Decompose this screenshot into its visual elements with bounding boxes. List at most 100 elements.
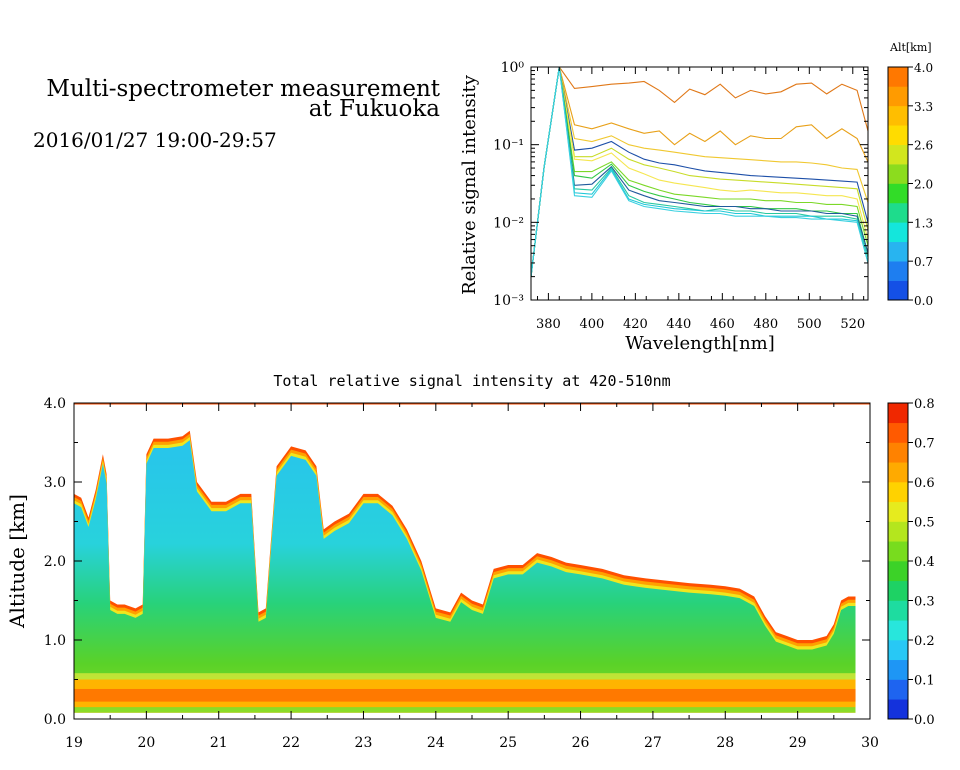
colorbar-swatch xyxy=(888,482,908,503)
colorbar-tick-label: 0.8 xyxy=(914,397,935,412)
curtain-layer-group xyxy=(74,403,870,713)
colorbar-swatch xyxy=(888,261,908,281)
spectrum-colorbar-title: Alt[km] xyxy=(889,41,932,54)
spectrum-series-group xyxy=(531,67,868,277)
colorbar-swatch xyxy=(888,600,908,621)
colorbar-swatch xyxy=(888,183,908,204)
spectrum-series-line-5 xyxy=(531,67,868,277)
spectrum-series-line-1 xyxy=(531,67,868,277)
spectrum-plot-frame xyxy=(530,66,869,301)
colorbar-swatch xyxy=(888,422,908,443)
spectrum-y-tick-label: 10⁰ xyxy=(501,60,525,76)
curtain-y-axis-label: Altitude [km] xyxy=(5,494,29,629)
spectrum-y-axis-label: Relative signal intensity xyxy=(459,74,480,295)
date-range-label: 2016/01/27 19:00-29:57 xyxy=(33,128,277,152)
colorbar-swatch xyxy=(888,541,908,562)
colorbar-swatch xyxy=(888,501,908,522)
curtain-x-tick-label: 27 xyxy=(644,735,662,751)
spectrum-colorbar xyxy=(887,66,909,301)
curtain-y-tick-label: 4.0 xyxy=(44,396,66,412)
colorbar-swatch xyxy=(888,442,908,463)
colorbar-swatch xyxy=(888,462,908,483)
spectrum-x-tick-label: 480 xyxy=(753,317,778,332)
curtain-layer-body xyxy=(74,440,856,713)
curtain-y-tick-label: 1.0 xyxy=(44,633,66,649)
spectrum-x-tick-label: 440 xyxy=(666,317,691,332)
curtain-x-tick-label: 25 xyxy=(499,735,517,751)
curtain-x-tick-label: 19 xyxy=(65,735,83,751)
spectrum-x-tick-label: 380 xyxy=(536,317,561,332)
curtain-x-tick-label: 29 xyxy=(789,735,807,751)
curtain-x-tick-label: 20 xyxy=(137,735,155,751)
colorbar-swatch xyxy=(888,403,908,424)
colorbar-swatch xyxy=(888,86,908,107)
figure-title-line1: Multi-spectrometer measurement xyxy=(46,76,440,102)
curtain-y-tick-label: 0.0 xyxy=(44,712,66,728)
curtain-y-tick-label: 3.0 xyxy=(44,475,66,491)
colorbar-tick-label: 0.2 xyxy=(914,634,935,649)
colorbar-tick-label: 2.0 xyxy=(914,178,933,192)
colorbar-swatch xyxy=(888,659,908,680)
curtain-x-tick-label: 23 xyxy=(355,735,373,751)
colorbar-swatch xyxy=(888,620,908,641)
curtain-x-tick-label: 28 xyxy=(716,735,734,751)
curtain-y-tick-label: 2.0 xyxy=(44,554,66,570)
colorbar-tick-label: 0.7 xyxy=(914,255,933,269)
spectrum-y-tick-label: 10⁻¹ xyxy=(493,138,524,154)
curtain-colorbar-ticks: 0.0 0.1 0.2 0.3 0.4 0.5 0.6 0.7 0.8 xyxy=(908,397,935,728)
spectrum-series-line-0 xyxy=(531,67,868,277)
curtain-x-tick-label: 21 xyxy=(210,735,228,751)
colorbar-tick-label: 0.3 xyxy=(914,595,935,610)
curtain-surface-band-inner xyxy=(74,688,856,702)
colorbar-tick-label: 0.1 xyxy=(914,674,935,689)
curtain-y-ticks: 0.0 1.0 2.0 3.0 4.0 xyxy=(44,396,870,728)
curtain-x-tick-label: 24 xyxy=(427,735,445,751)
colorbar-swatch xyxy=(888,679,908,700)
spectrum-series-line-3 xyxy=(531,67,868,277)
colorbar-swatch xyxy=(888,699,908,720)
curtain-x-tick-label: 30 xyxy=(861,735,879,751)
curtain-title: Total relative signal intensity at 420-5… xyxy=(273,372,670,390)
spectrum-series-line-6 xyxy=(531,67,868,277)
colorbar-tick-label: 0.4 xyxy=(914,555,935,570)
spectrum-x-tick-label: 500 xyxy=(797,317,822,332)
spectrum-x-tick-label: 460 xyxy=(710,317,735,332)
spectrum-x-axis-label: Wavelength[nm] xyxy=(625,333,775,354)
spectrum-y-tick-label: 10⁻² xyxy=(493,215,524,231)
curtain-x-ticks: 19 20 21 22 23 24 25 26 27 28 29 30 xyxy=(65,403,879,751)
colorbar-swatch xyxy=(888,105,908,126)
colorbar-swatch xyxy=(888,280,908,301)
colorbar-tick-label: 3.3 xyxy=(914,100,933,114)
curtain-surface-band-light xyxy=(74,673,856,680)
spectrum-colorbar-ticks: 0.0 0.7 1.3 2.0 2.6 3.3 4.0 xyxy=(908,61,933,308)
spectrum-series-line-7 xyxy=(531,67,868,277)
colorbar-swatch xyxy=(888,222,908,243)
colorbar-tick-label: 0.0 xyxy=(914,713,935,728)
curtain-x-tick-label: 26 xyxy=(572,735,590,751)
spectrum-x-tick-label: 520 xyxy=(840,317,865,332)
curtain-colorbar xyxy=(887,402,909,720)
colorbar-swatch xyxy=(888,241,908,262)
colorbar-swatch xyxy=(888,125,908,145)
spectrum-x-tick-label: 420 xyxy=(623,317,648,332)
spectrum-series-line-11 xyxy=(531,67,868,277)
figure-title-line2: at Fukuoka xyxy=(309,96,441,122)
colorbar-tick-label: 0.6 xyxy=(914,476,935,491)
colorbar-tick-label: 0.5 xyxy=(914,516,935,531)
spectrum-chart: 380 400 420 440 460 480 500 520 10⁻³ 10⁻² 10⁻¹ 10⁰… xyxy=(459,41,933,354)
spectrum-series-line-2 xyxy=(531,67,868,277)
spectrum-series-line-4 xyxy=(531,67,868,277)
curtain-x-tick-label: 22 xyxy=(282,735,300,751)
curtain-chart: Total relative signal intensity at 420-5… xyxy=(5,372,935,751)
colorbar-swatch xyxy=(888,67,908,87)
spectrum-x-tick-label: 400 xyxy=(579,317,604,332)
spectrum-y-tick-label: 10⁻³ xyxy=(493,293,524,309)
colorbar-tick-label: 2.6 xyxy=(914,139,933,153)
colorbar-swatch xyxy=(888,640,908,661)
colorbar-swatch xyxy=(888,561,908,582)
colorbar-swatch xyxy=(888,164,908,184)
colorbar-tick-label: 1.3 xyxy=(914,216,933,230)
colorbar-tick-label: 0.7 xyxy=(914,437,935,452)
spectrum-series-line-8 xyxy=(531,67,868,277)
